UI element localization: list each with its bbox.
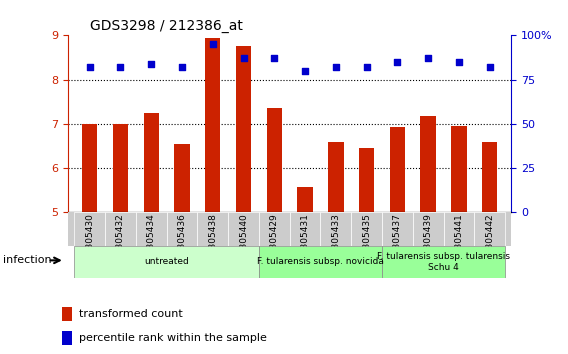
- Text: untreated: untreated: [144, 257, 189, 267]
- Point: [239, 56, 248, 61]
- Bar: [451, 126, 466, 212]
- Point: [362, 64, 371, 70]
- Point: [331, 64, 340, 70]
- Point: [270, 56, 279, 61]
- Bar: [259, 212, 290, 246]
- Text: GDS3298 / 212386_at: GDS3298 / 212386_at: [90, 19, 243, 33]
- Bar: [382, 212, 413, 246]
- Bar: [105, 212, 136, 246]
- Bar: [228, 212, 259, 246]
- Text: GSM305433: GSM305433: [331, 213, 340, 268]
- Point: [177, 64, 186, 70]
- Point: [454, 59, 463, 65]
- Bar: [166, 212, 198, 246]
- Bar: [62, 307, 72, 321]
- Point: [208, 41, 218, 47]
- Bar: [482, 142, 498, 212]
- Bar: [174, 144, 190, 212]
- Text: GSM305434: GSM305434: [147, 213, 156, 268]
- Bar: [320, 212, 351, 246]
- Text: GSM305430: GSM305430: [85, 213, 94, 268]
- Bar: [390, 127, 405, 212]
- Text: GSM305437: GSM305437: [393, 213, 402, 268]
- Bar: [328, 142, 344, 212]
- Text: GSM305431: GSM305431: [300, 213, 310, 268]
- Bar: [113, 124, 128, 212]
- Text: F. tularensis subsp. novicida: F. tularensis subsp. novicida: [257, 257, 384, 267]
- Text: GSM305441: GSM305441: [454, 213, 463, 268]
- Bar: [359, 148, 374, 212]
- Point: [85, 64, 94, 70]
- Point: [116, 64, 125, 70]
- Text: GSM305440: GSM305440: [239, 213, 248, 268]
- Bar: [236, 46, 251, 212]
- Bar: [198, 212, 228, 246]
- Text: percentile rank within the sample: percentile rank within the sample: [78, 332, 266, 343]
- Bar: [74, 212, 105, 246]
- Bar: [420, 116, 436, 212]
- Point: [424, 56, 433, 61]
- Text: GSM305438: GSM305438: [208, 213, 218, 268]
- Point: [485, 64, 494, 70]
- Bar: [62, 331, 72, 344]
- Bar: [259, 246, 382, 278]
- Text: GSM305429: GSM305429: [270, 213, 279, 268]
- Text: F. tularensis subsp. tularensis
Schu 4: F. tularensis subsp. tularensis Schu 4: [377, 252, 510, 272]
- Bar: [413, 212, 444, 246]
- Bar: [144, 113, 159, 212]
- Text: GSM305442: GSM305442: [485, 213, 494, 268]
- Bar: [298, 187, 313, 212]
- Bar: [351, 212, 382, 246]
- Bar: [82, 124, 97, 212]
- Text: GSM305435: GSM305435: [362, 213, 371, 268]
- Bar: [382, 246, 505, 278]
- Bar: [474, 212, 505, 246]
- Bar: [205, 38, 220, 212]
- Text: GSM305436: GSM305436: [177, 213, 186, 268]
- Bar: [290, 212, 320, 246]
- Text: transformed count: transformed count: [78, 309, 182, 319]
- Point: [147, 61, 156, 67]
- Point: [393, 59, 402, 65]
- Text: infection: infection: [3, 255, 52, 266]
- Bar: [136, 212, 166, 246]
- Text: GSM305432: GSM305432: [116, 213, 125, 268]
- Bar: [444, 212, 474, 246]
- Bar: [266, 108, 282, 212]
- Bar: [74, 246, 259, 278]
- Text: GSM305439: GSM305439: [424, 213, 433, 268]
- Point: [300, 68, 310, 74]
